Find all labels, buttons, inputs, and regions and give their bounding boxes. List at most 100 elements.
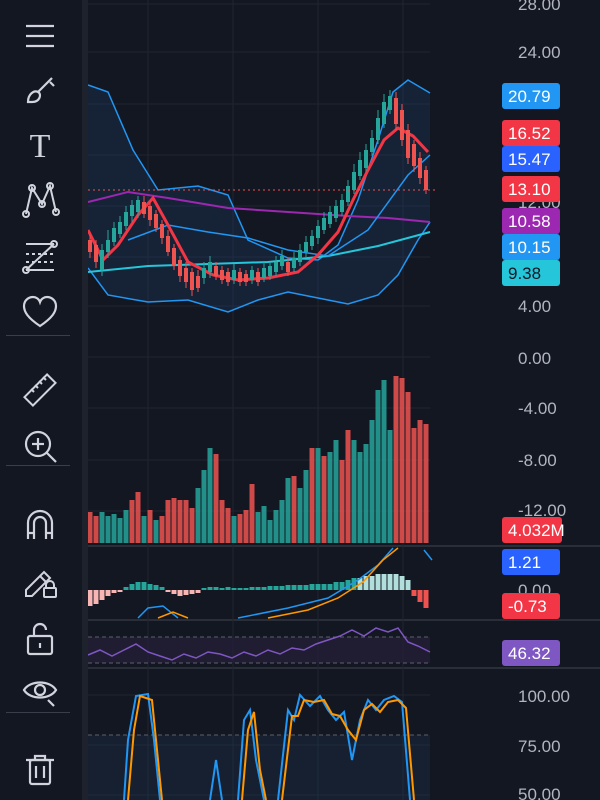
volume-bar [105,516,111,543]
current-price-badge-text: 13.10 [508,180,551,199]
last-price-badge-bg [502,120,560,146]
macd-histogram [88,574,429,608]
volume-bar [165,500,171,543]
current-price-badge: 13.10 [502,176,560,202]
macd-bar [219,588,225,590]
menu-tool[interactable] [16,18,64,58]
signal-line-segment [157,611,189,619]
fib-retracement-tool[interactable] [16,236,64,276]
lock-drawing-tool[interactable] [16,560,64,600]
volume-bar [393,376,399,543]
candle-body [160,224,164,238]
favorites-heart-tool[interactable] [16,292,64,332]
stoch-d-line [127,694,163,800]
zoom-in-tool[interactable] [16,426,64,466]
candle-body [280,256,284,266]
candle-body [310,236,314,246]
fib-retracement-icon [22,240,58,274]
ma-long-badge-bg [502,208,560,234]
candle-body [376,118,380,140]
candle-body [118,222,122,234]
macd-bar [189,590,195,594]
price-candle [310,230,314,250]
macd-bar [93,590,99,604]
macd-bar [249,587,255,590]
macd-bar [423,590,429,608]
candle-body [250,270,254,280]
chart-area[interactable]: 28.0024.0020.0016.0012.008.004.000.00-4.… [88,0,600,800]
volume-bar [309,448,315,543]
price-candle [256,268,260,286]
volume-bar [231,516,237,543]
volume-axis-label: -4.00 [518,399,557,418]
ruler-tool[interactable] [16,370,64,410]
candle-body [172,248,176,266]
price-candle [244,270,248,286]
price-candle [148,202,152,226]
macd-bar [339,582,345,590]
macd-bar [297,585,303,590]
pattern-tool[interactable] [16,180,64,220]
stoch-d-line [281,698,415,800]
volume-bar [129,500,135,543]
macd-bar [333,582,339,590]
price-candle [214,262,218,280]
candle-body [394,98,398,124]
price-candle [406,124,410,164]
price-candle [280,250,284,270]
macd-bar [195,590,201,593]
volume-axis-label: -12.00 [518,501,566,520]
candle-body [244,274,248,282]
macd-bar [129,584,135,590]
macd-bar [243,588,249,590]
trash-tool[interactable] [16,750,64,790]
volume-bar [207,448,213,543]
magnet-tool[interactable] [16,505,64,545]
macd-bar [183,590,189,595]
macd-bar [393,574,399,590]
upper-band-badge-text: 20.79 [508,87,551,106]
brush-tool[interactable] [16,70,64,110]
volume-bar [237,514,243,543]
volume-bar [345,430,351,543]
price-candle [166,230,170,256]
candle-body [316,226,320,238]
volume-bar [321,456,327,543]
upper-band-badge: 20.79 [502,83,560,109]
toolbar-divider[interactable] [82,0,88,800]
price-candle [190,268,194,296]
volume-bar [315,448,321,543]
volume-bar [405,392,411,543]
favorites-heart-icon [22,295,58,328]
candle-body [238,272,242,282]
volume-bar [243,510,249,543]
macd-bar [231,588,237,590]
rsi-band-fill [88,637,430,663]
macd-bar [261,587,267,590]
price-candle [346,180,350,206]
price-candle [226,268,230,286]
price-candle [394,92,398,130]
text-icon: T [30,128,51,165]
macd-bar [267,586,273,590]
price-candle [94,240,98,268]
text-tool[interactable]: T [16,125,64,165]
candle-body [268,266,272,276]
candle-body [124,212,128,226]
price-candle [358,152,362,180]
macd-bar [303,585,309,590]
unlock-tool[interactable] [16,618,64,658]
visibility-tool[interactable] [16,670,64,710]
volume-bar [255,512,261,543]
chart-canvas[interactable]: 28.0024.0020.0016.0012.008.004.000.00-4.… [88,0,600,800]
candle-body [214,266,218,276]
candle-body [298,250,302,262]
volume-bar [333,440,339,543]
volume-bar [363,444,369,543]
ma-teal-badge: 9.38 [502,260,560,286]
volume-bar [111,514,117,543]
price-axis-label: 4.00 [518,297,551,316]
volume-bar [195,488,201,543]
candle-body [304,242,308,252]
macd-bar [213,587,219,590]
